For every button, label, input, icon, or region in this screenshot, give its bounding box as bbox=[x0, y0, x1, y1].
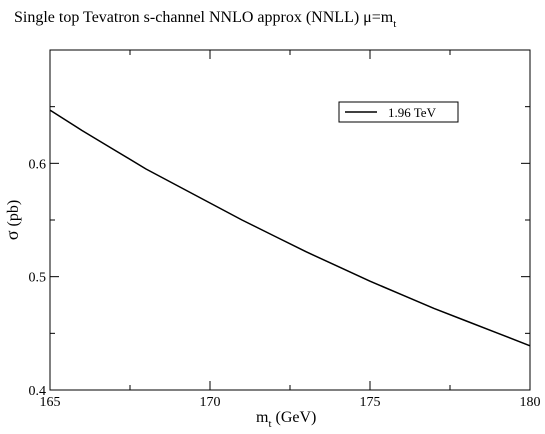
x-axis-label-rest: (GeV) bbox=[272, 409, 317, 426]
series-line-0 bbox=[49, 109, 531, 347]
y-axis-label: σ (pb) bbox=[2, 200, 22, 240]
x-axis-ticks: 165 170 175 180 bbox=[40, 50, 541, 410]
chart-title-main: Single top Tevatron s-channel NNLO appro… bbox=[14, 9, 394, 26]
y-axis-label-symbol: σ bbox=[2, 230, 22, 240]
x-axis-label: mt (GeV) bbox=[256, 409, 316, 430]
chart-title: Single top Tevatron s-channel NNLO appro… bbox=[14, 9, 396, 30]
x-axis-label-main: m bbox=[256, 409, 269, 426]
legend-box bbox=[338, 101, 459, 123]
x-tick-label: 165 bbox=[40, 395, 61, 410]
y-axis-ticks: 0.4 0.5 0.6 bbox=[29, 106, 530, 399]
chart-title-subscript: t bbox=[393, 18, 396, 30]
series-layer bbox=[49, 109, 531, 347]
x-axis-label-sub: t bbox=[268, 418, 271, 430]
x-tick-label: 170 bbox=[200, 395, 221, 410]
x-tick-label: 180 bbox=[520, 395, 541, 410]
plot-frame bbox=[49, 49, 531, 391]
x-tick-label: 175 bbox=[360, 395, 381, 410]
y-tick-label: 0.6 bbox=[29, 157, 47, 172]
legend-entry-label: 1.96 TeV bbox=[388, 105, 437, 120]
legend: 1.96 TeV bbox=[338, 101, 459, 123]
y-axis-label-unit: (pb) bbox=[5, 200, 22, 227]
y-tick-label: 0.4 bbox=[29, 384, 47, 399]
y-tick-label: 0.5 bbox=[29, 271, 47, 286]
